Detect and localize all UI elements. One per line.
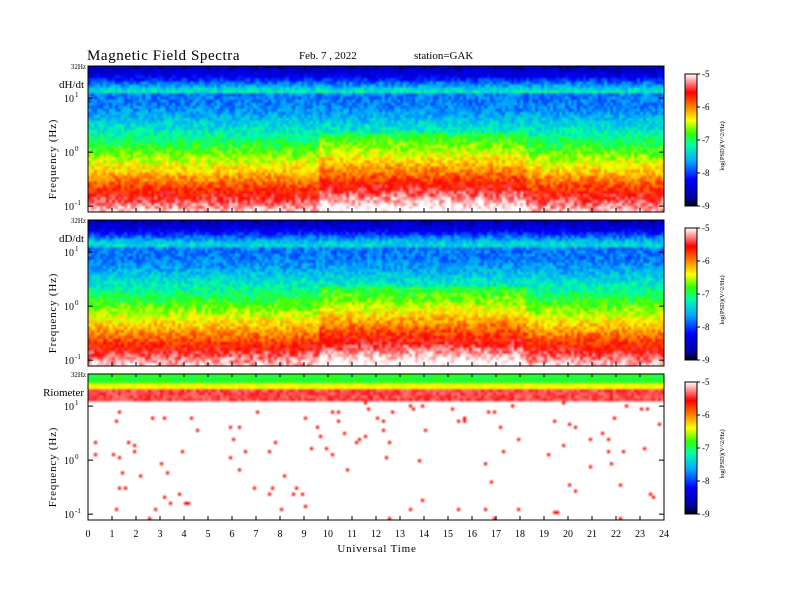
colorbar-label: log(PSD)(V^2/Hz) (719, 275, 726, 324)
colorbar-tick-label: -9 (702, 201, 710, 211)
colorbar-label: log(PSD)(V^2/Hz) (719, 429, 726, 478)
colorbar-label: log(PSD)(V^2/Hz) (719, 121, 726, 170)
time-tick-label: 3 (158, 529, 163, 540)
time-tick-label: 19 (539, 529, 549, 540)
time-tick-label: 2 (134, 529, 139, 540)
top-frequency-label: 32Hz (71, 63, 86, 71)
time-tick-label: 8 (278, 529, 283, 540)
frequency-tick-exponent: -1 (75, 507, 81, 515)
frequency-tick-label: 10 (64, 148, 74, 159)
x-axis: 0 1 2 3 4 5 6 7 8 9 10 11 12 13 14 15 16 17 18 19 20 21 22 23 24 (86, 529, 670, 540)
colorbar-tick-label: -5 (702, 223, 710, 233)
spectrogram-image (88, 374, 664, 520)
frequency-tick-exponent: 1 (75, 91, 79, 99)
time-tick-label: 4 (182, 529, 187, 540)
frequency-tick-exponent: 0 (75, 145, 79, 153)
date-label: Feb. 7 , 2022 (299, 50, 357, 62)
time-tick-label: 11 (347, 529, 357, 540)
time-tick-label: 10 (323, 529, 333, 540)
top-frequency-label: 32Hz (71, 371, 86, 379)
time-tick-label: 13 (395, 529, 405, 540)
colorbar-tick-label: -9 (702, 509, 710, 519)
time-tick-label: 20 (563, 529, 573, 540)
frequency-tick-exponent: 1 (75, 245, 79, 253)
time-tick-label: 22 (611, 529, 621, 540)
colorbar (684, 227, 698, 361)
panel-label: dH/dt (59, 79, 84, 91)
y-axis-label: Frequency (Hz) (47, 427, 59, 508)
frequency-tick-exponent: 1 (75, 399, 79, 407)
panel-label: Riometer (43, 387, 84, 399)
y-axis-label: Frequency (Hz) (47, 119, 59, 200)
y-axis-label: Frequency (Hz) (47, 273, 59, 354)
time-tick-label: 7 (254, 529, 259, 540)
frequency-tick-label: 10 (64, 510, 74, 521)
frequency-tick-exponent: -1 (75, 353, 81, 361)
time-tick-label: 9 (302, 529, 307, 540)
x-axis-label: Universal Time (337, 543, 416, 555)
colorbar-tick-label: -9 (702, 355, 710, 365)
colorbar (684, 381, 698, 515)
spectrogram-image (88, 66, 664, 212)
frequency-tick-label: 10 (64, 402, 74, 413)
time-tick-label: 15 (443, 529, 453, 540)
frequency-tick-exponent: -1 (75, 199, 81, 207)
colorbar (684, 73, 698, 207)
frequency-tick-label: 10 (64, 248, 74, 259)
panel-label: dD/dt (59, 233, 84, 245)
time-tick-label: 21 (587, 529, 597, 540)
colorbar-tick-label: -5 (702, 69, 710, 79)
colorbar-tick-label: -6 (702, 102, 710, 112)
colorbar-tick-label: -6 (702, 410, 710, 420)
station-label: station=GAK (414, 50, 473, 62)
colorbar-tick-label: -6 (702, 256, 710, 266)
time-tick-label: 24 (659, 529, 669, 540)
frequency-tick-exponent: 0 (75, 299, 79, 307)
time-tick-label: 6 (230, 529, 235, 540)
colorbar-tick-label: -8 (702, 476, 710, 486)
time-tick-label: 16 (467, 529, 477, 540)
colorbar-tick-label: -7 (702, 135, 710, 145)
time-tick-label: 0 (86, 529, 91, 540)
colorbar-tick-label: -8 (702, 168, 710, 178)
frequency-tick-label: 10 (64, 94, 74, 105)
figure-title: Magnetic Field Spectra (87, 48, 240, 64)
frequency-tick-label: 10 (64, 356, 74, 367)
time-tick-label: 18 (515, 529, 525, 540)
colorbar-tick-label: -7 (702, 443, 710, 453)
frequency-tick-label: 10 (64, 456, 74, 467)
colorbar-tick-label: -7 (702, 289, 710, 299)
colorbar-tick-label: -5 (702, 377, 710, 387)
time-tick-label: 5 (206, 529, 211, 540)
colorbar-tick-label: -8 (702, 322, 710, 332)
top-frequency-label: 32Hz (71, 217, 86, 225)
frequency-tick-label: 10 (64, 302, 74, 313)
time-tick-label: 12 (371, 529, 381, 540)
frequency-tick-exponent: 0 (75, 453, 79, 461)
time-tick-label: 17 (491, 529, 501, 540)
frequency-tick-label: 10 (64, 202, 74, 213)
time-tick-label: 1 (110, 529, 115, 540)
time-tick-label: 14 (419, 529, 429, 540)
spectrogram-image (88, 220, 664, 366)
time-tick-label: 23 (635, 529, 645, 540)
